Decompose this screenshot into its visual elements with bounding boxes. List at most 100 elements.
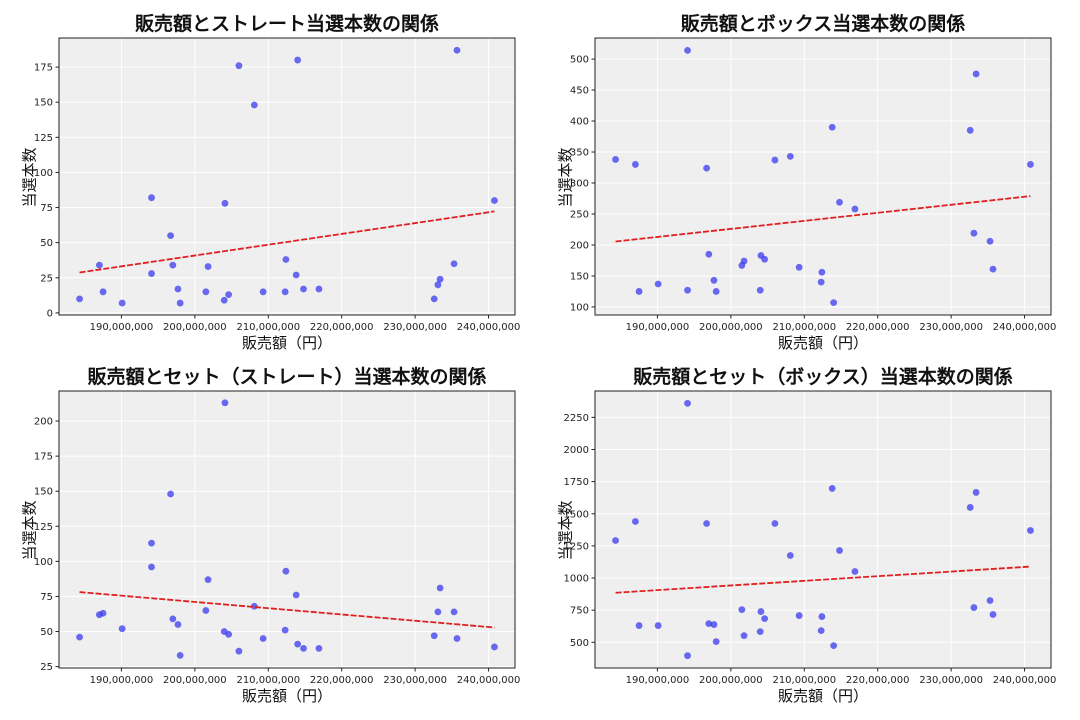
data-point (174, 285, 182, 293)
data-point (174, 621, 182, 628)
data-point (684, 652, 691, 660)
data-point (453, 635, 461, 642)
data-point (148, 539, 155, 547)
data-point (282, 567, 290, 575)
y-tick-label: 150 (34, 98, 53, 109)
data-point (830, 299, 838, 307)
data-point (830, 642, 838, 650)
data-point (148, 563, 155, 571)
data-point (167, 232, 175, 240)
data-point (436, 275, 444, 283)
data-point (710, 276, 718, 284)
data-point (430, 295, 438, 303)
data-point (491, 197, 498, 204)
chart-title: 販売額とセット（ボックス）当選本数の関係 (633, 366, 1013, 388)
trend-line (79, 210, 495, 274)
data-point (202, 288, 210, 296)
data-point (705, 250, 713, 258)
y-tick-label: 450 (570, 86, 589, 97)
data-point (250, 101, 258, 109)
data-point (712, 288, 720, 295)
data-point (300, 285, 307, 293)
data-point (851, 205, 859, 213)
x-axis-label: 販売額（円） (241, 334, 332, 352)
data-point (167, 490, 175, 498)
data-point (76, 633, 83, 641)
data-point (795, 263, 803, 271)
chart-title: 販売額とボックス当選本数の関係 (680, 13, 966, 35)
y-tick-label: 500 (570, 55, 589, 66)
axes-frame (594, 37, 1052, 316)
data-point (786, 552, 794, 559)
y-tick-label: 400 (570, 117, 589, 128)
data-point (705, 620, 713, 628)
data-point (95, 261, 103, 269)
trend-line (615, 565, 1031, 594)
chart-title: 販売額とセット（ストレート）当選本数の関係 (87, 366, 487, 388)
data-point (712, 638, 720, 646)
data-point (176, 299, 184, 307)
data-point (235, 62, 243, 70)
data-point (631, 161, 639, 168)
y-tick-label: 175 (34, 452, 53, 463)
x-axis-label: 販売額（円） (241, 687, 332, 705)
data-point (1027, 527, 1034, 534)
data-point (757, 252, 765, 259)
data-point (225, 630, 233, 638)
data-point (756, 286, 764, 294)
y-axis-label: 当選本数 (20, 147, 39, 208)
data-point (148, 270, 155, 277)
data-point (612, 156, 619, 163)
data-point (612, 537, 619, 544)
data-point (684, 46, 691, 54)
y-tick-label: 75 (40, 592, 53, 603)
data-point (738, 606, 746, 614)
data-point (836, 198, 843, 206)
data-point (250, 602, 258, 610)
data-point (294, 640, 302, 648)
data-point (220, 628, 228, 635)
data-point (986, 597, 994, 604)
data-point (95, 611, 103, 619)
y-tick-label: 500 (570, 638, 589, 649)
x-axis-label: 販売額（円） (777, 334, 868, 352)
data-point (786, 152, 794, 160)
data-point (710, 621, 718, 628)
y-axis-label: 当選本数 (556, 147, 575, 208)
data-point (450, 608, 458, 616)
data-point (118, 625, 126, 633)
plot-area (595, 38, 1051, 315)
data-point (118, 299, 126, 307)
data-point (450, 260, 458, 268)
data-point (972, 70, 980, 78)
data-point (235, 647, 243, 655)
data-point (986, 237, 994, 245)
data-point (966, 126, 974, 134)
data-point (281, 288, 289, 296)
data-point (315, 644, 323, 652)
data-point (436, 584, 444, 592)
data-point (221, 199, 229, 207)
data-point (795, 612, 803, 619)
data-point (221, 399, 229, 407)
axes-frame (58, 390, 516, 669)
data-point (148, 194, 155, 202)
y-tick-label: 50 (40, 627, 53, 638)
data-point (202, 607, 210, 614)
data-point (635, 622, 643, 629)
data-point (434, 281, 442, 289)
y-tick-label: 200 (570, 240, 589, 251)
data-point (836, 547, 843, 554)
y-tick-label: 175 (34, 63, 53, 74)
data-point (738, 262, 746, 269)
plot-area (59, 38, 515, 315)
data-point (851, 568, 859, 575)
data-point (259, 288, 267, 296)
data-point (204, 263, 212, 270)
y-tick-label: 150 (570, 271, 589, 282)
y-tick-label: 75 (40, 203, 53, 214)
data-point (635, 288, 643, 295)
